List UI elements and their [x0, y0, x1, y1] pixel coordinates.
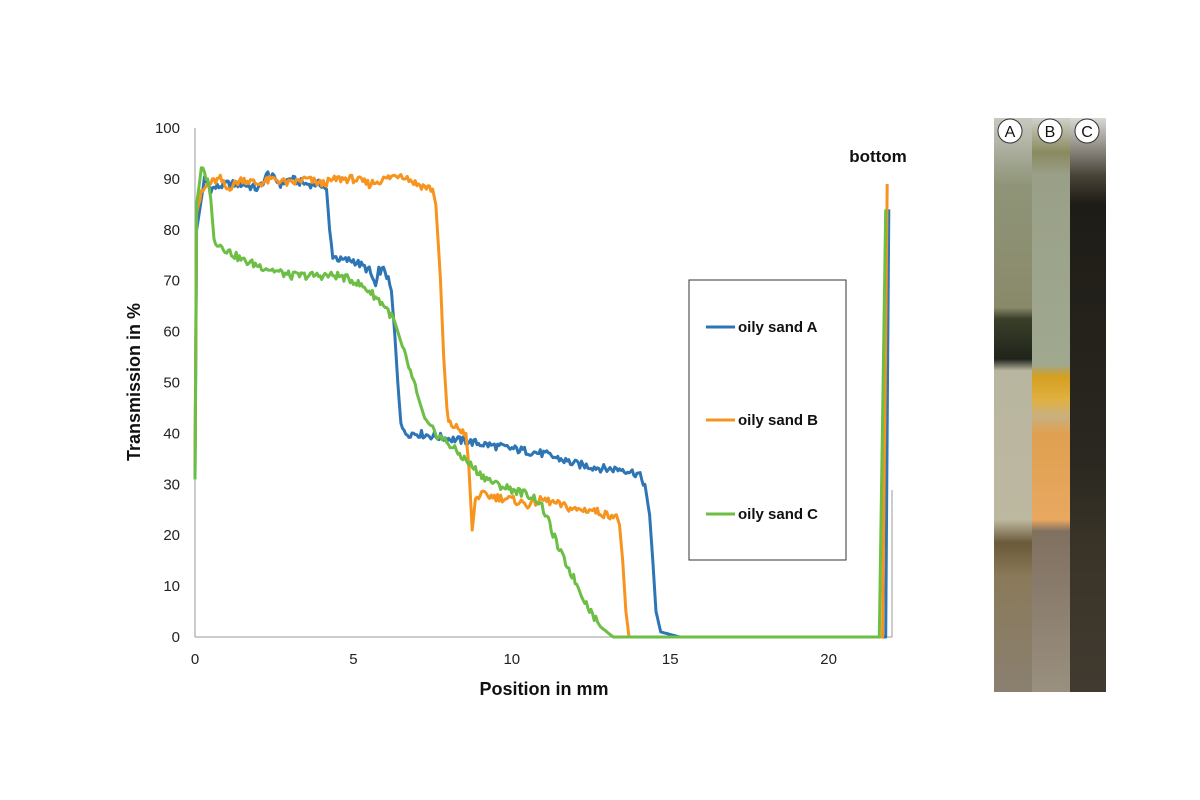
y-tick-label: 0	[172, 629, 180, 646]
y-tick-label: 40	[163, 425, 180, 442]
y-tick-label: 10	[163, 578, 180, 595]
x-axis-title: Position in mm	[479, 679, 608, 699]
tube-b	[1032, 118, 1070, 692]
y-tick-label: 50	[163, 375, 180, 392]
y-tick-label: 70	[163, 273, 180, 290]
tube-b-label: B	[1045, 124, 1056, 141]
y-tick-label: 30	[163, 476, 180, 493]
tube-c-badge	[1074, 118, 1100, 144]
series-layer	[193, 166, 891, 639]
x-tick-label: 10	[503, 651, 520, 668]
tube-b-badge	[1037, 118, 1063, 144]
y-axis-title: Transmission in %	[124, 303, 144, 461]
y-ticks: 0 10 20 30 40 50 60 70 80 90 100	[155, 120, 180, 646]
legend-label-b: oily sand B	[738, 412, 818, 429]
annotation-bottom: bottom	[849, 147, 907, 166]
tube-a-label: A	[1005, 124, 1016, 141]
y-tick-label: 80	[163, 222, 180, 239]
legend-label-a: oily sand A	[738, 319, 818, 336]
y-tick-label: 90	[163, 171, 180, 188]
tube-c	[1070, 118, 1106, 692]
y-tick-label: 20	[163, 527, 180, 544]
x-tick-label: 5	[349, 651, 357, 668]
tube-c-label: C	[1081, 124, 1093, 141]
x-tick-label: 20	[820, 651, 837, 668]
sample-tubes-photo: A B C	[994, 118, 1106, 692]
x-tick-label: 15	[662, 651, 679, 668]
legend-label-c: oily sand C	[738, 506, 818, 523]
x-tick-label: 0	[191, 651, 199, 668]
x-ticks: 0 5 10 15 20	[191, 651, 837, 668]
y-tick-label: 100	[155, 120, 180, 137]
tube-a	[994, 118, 1032, 692]
tube-a-badge	[997, 118, 1023, 144]
y-tick-label: 60	[163, 324, 180, 341]
series-line-oily-sand-C	[193, 166, 888, 639]
legend: oily sand A oily sand B oily sand C	[688, 279, 847, 561]
